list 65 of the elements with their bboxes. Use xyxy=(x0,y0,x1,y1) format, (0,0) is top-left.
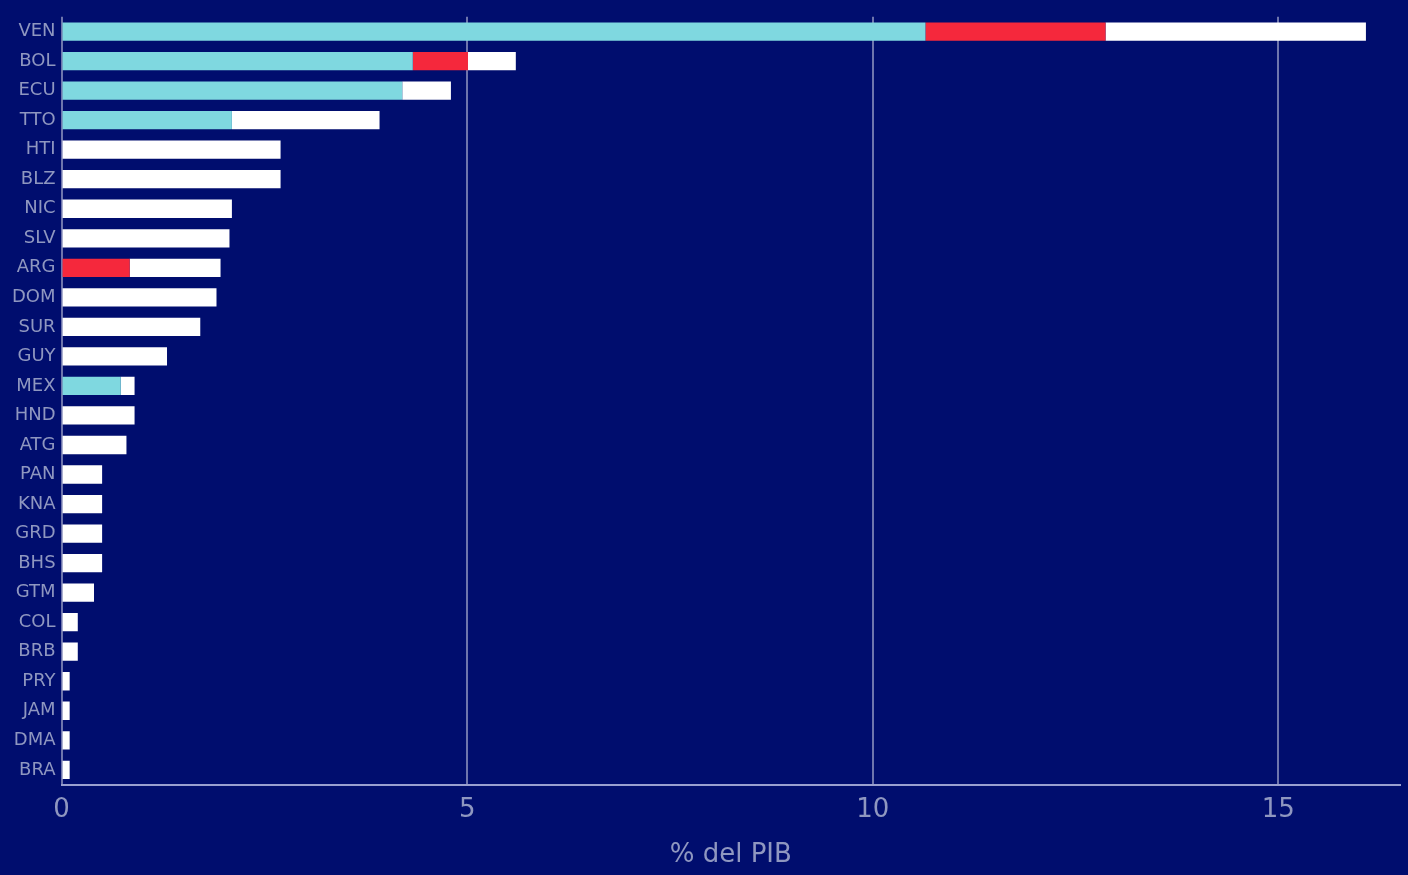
bar xyxy=(1105,22,1366,41)
y-tick-label: BLZ xyxy=(20,166,56,188)
bar xyxy=(62,524,103,543)
bar xyxy=(62,288,217,307)
y-tick-label: JAM xyxy=(21,698,56,720)
bar xyxy=(925,22,1106,41)
y-tick-label: TTO xyxy=(18,107,56,129)
y-tick-label: PAN xyxy=(20,462,56,484)
bar xyxy=(62,760,70,779)
bar xyxy=(62,51,413,71)
y-tick-label: BHS xyxy=(18,550,56,572)
y-tick-label: ATG xyxy=(19,432,56,454)
y-tick-label: BOL xyxy=(19,48,56,70)
bar xyxy=(62,22,926,41)
bar xyxy=(62,642,78,661)
bar xyxy=(62,170,281,189)
bar xyxy=(62,494,103,514)
y-tick-label: ECU xyxy=(18,78,56,100)
y-tick-label: KNA xyxy=(17,491,57,513)
y-tick-label: COL xyxy=(18,609,56,631)
bar xyxy=(62,583,95,602)
bar xyxy=(62,465,103,484)
x-tick-label: 10 xyxy=(856,792,890,823)
y-tick-label: MEX xyxy=(16,373,56,395)
bar xyxy=(62,613,78,632)
bar xyxy=(62,317,201,337)
bar xyxy=(62,406,135,425)
x-tick-label: 15 xyxy=(1261,792,1295,823)
y-tick-label: DOM xyxy=(12,285,56,307)
y-tick-label: DMA xyxy=(13,727,57,749)
bar xyxy=(231,111,380,130)
bar xyxy=(129,258,221,277)
y-tick-label: HTI xyxy=(25,137,56,159)
bar xyxy=(62,140,281,159)
y-tick-label: ARG xyxy=(16,255,56,277)
y-tick-label: BRA xyxy=(19,757,57,779)
bar xyxy=(62,553,103,573)
bar xyxy=(412,51,468,71)
y-tick-label: GTM xyxy=(15,580,56,602)
y-tick-label: VEN xyxy=(18,19,56,41)
bar xyxy=(467,51,516,71)
y-tick-label: SUR xyxy=(18,314,56,336)
y-tick-label: GRD xyxy=(15,521,56,543)
x-tick-label: 0 xyxy=(53,792,70,823)
bar xyxy=(62,376,121,396)
bar xyxy=(120,376,135,396)
x-tick-label: 5 xyxy=(458,792,476,823)
bar xyxy=(62,731,70,750)
bar xyxy=(62,199,232,218)
bar xyxy=(62,258,130,277)
bar xyxy=(402,81,451,100)
bar xyxy=(62,229,230,248)
bar xyxy=(62,672,70,691)
x-axis-title: % del PIB xyxy=(669,838,792,869)
y-tick-label: PRY xyxy=(22,668,57,690)
bar xyxy=(62,111,232,130)
bar xyxy=(62,435,127,455)
y-tick-label: HND xyxy=(14,403,56,425)
bar xyxy=(62,701,70,720)
y-tick-label: SLV xyxy=(23,225,57,247)
bar xyxy=(62,347,168,366)
y-tick-label: GUY xyxy=(17,344,57,366)
y-tick-label: NIC xyxy=(24,196,56,218)
bar xyxy=(62,81,403,100)
y-tick-label: BRB xyxy=(18,639,56,661)
